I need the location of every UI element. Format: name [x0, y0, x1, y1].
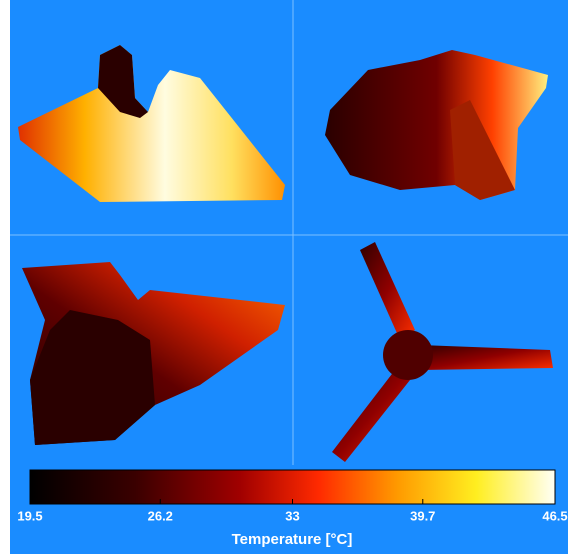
- view-2-part: [450, 100, 515, 200]
- view-1: [18, 45, 285, 202]
- tick-label: 33: [285, 508, 299, 523]
- view-3-part: [30, 310, 155, 445]
- tick-label: 26.2: [148, 508, 173, 523]
- tick-label: 46.5: [542, 508, 567, 523]
- arm: [420, 345, 553, 370]
- arm: [360, 242, 415, 340]
- view-4: [332, 242, 553, 462]
- tick-label: 19.5: [17, 508, 42, 523]
- tick-label: 39.7: [410, 508, 435, 523]
- colorbar-label: Temperature [°C]: [232, 531, 353, 548]
- view-1-part: [98, 45, 148, 118]
- hub: [383, 330, 433, 380]
- colorbar: [29, 469, 556, 505]
- arm: [332, 370, 410, 462]
